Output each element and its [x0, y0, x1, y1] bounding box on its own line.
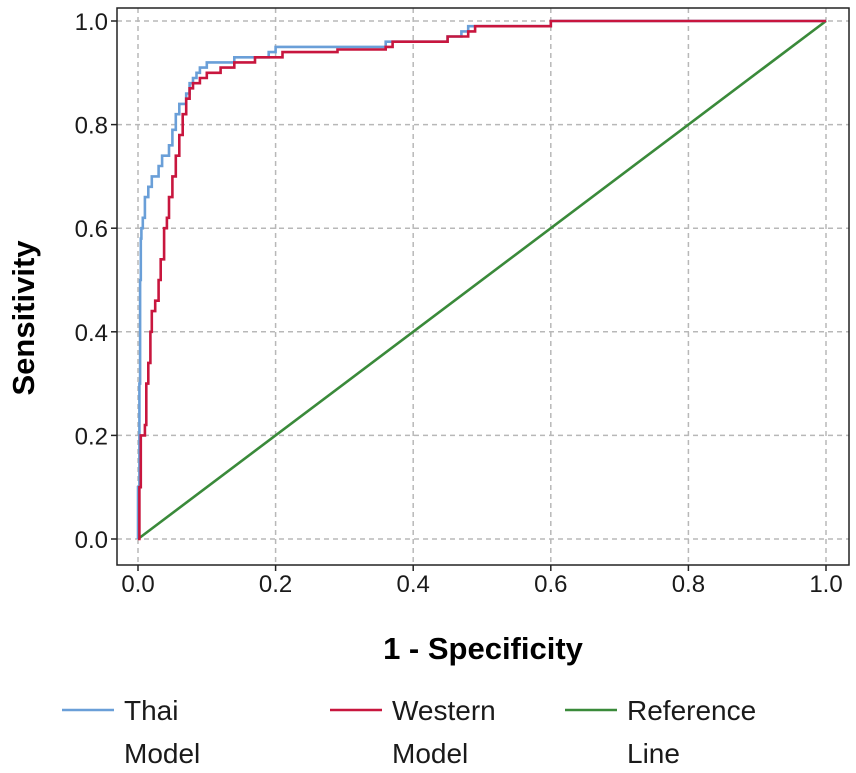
x-tick-label: 0.2	[259, 571, 292, 598]
x-tick-label: 0.6	[534, 571, 567, 598]
grid	[117, 8, 849, 565]
legend-label: Model	[392, 738, 468, 769]
legend: Thai Model Western Model Reference Line	[62, 695, 756, 769]
legend-item: Thai Model	[62, 695, 200, 769]
legend-label: Model	[124, 738, 200, 769]
y-tick-label: 0.2	[75, 423, 108, 450]
legend-label: Reference	[627, 695, 756, 726]
y-axis-title: Sensitivity	[6, 240, 41, 396]
legend-item: Reference Line	[565, 695, 756, 769]
legend-label: Thai	[124, 695, 178, 726]
series-lines	[136, 19, 827, 541]
x-tick-label: 0.4	[397, 571, 430, 598]
series-reference-line	[137, 19, 827, 541]
legend-item: Western Model	[330, 695, 496, 769]
y-tick-label: 0.8	[75, 113, 108, 140]
y-tick-label: 0.6	[75, 216, 108, 243]
x-axis-title: 1 - Specificity	[383, 631, 584, 666]
y-tick-label: 0.4	[75, 320, 108, 347]
y-tick-label: 1.0	[75, 9, 108, 36]
tick-labels: 0.0 0.2 0.4 0.6 0.8 1.0 0.0 0.2 0.4 0.6 0.8 1.0	[75, 9, 843, 598]
y-tick-label: 0.0	[75, 527, 108, 554]
plot-frame	[116, 7, 850, 566]
legend-label: Line	[627, 738, 680, 769]
series-western-model	[138, 19, 826, 541]
legend-label: Western	[392, 695, 496, 726]
x-tick-label: 0.8	[672, 571, 705, 598]
x-tick-label: 0.0	[121, 571, 154, 598]
x-tick-label: 1.0	[809, 571, 842, 598]
